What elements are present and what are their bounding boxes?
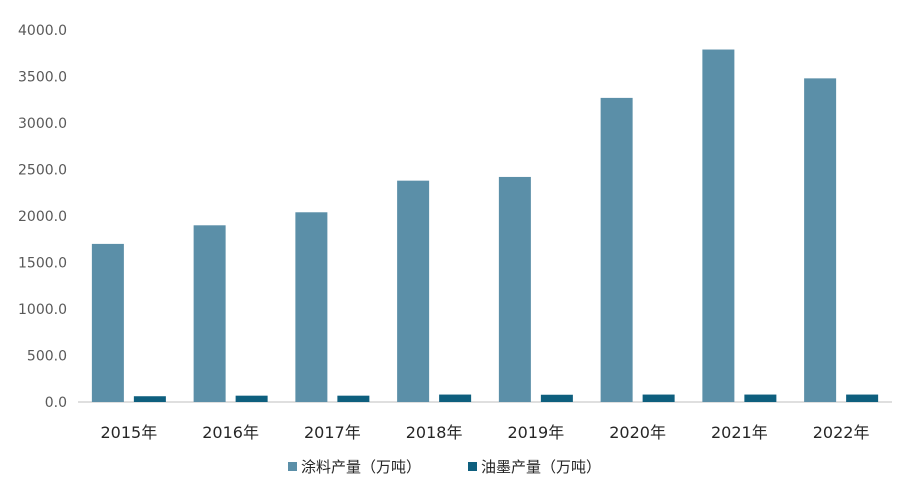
bar-ink-3 bbox=[439, 394, 472, 402]
bar-ink-6 bbox=[744, 394, 777, 402]
x-tick-label: 2022年 bbox=[813, 423, 870, 442]
y-tick-label: 2500.0 bbox=[18, 163, 67, 179]
bar-coating-2 bbox=[295, 212, 328, 402]
y-tick-label: 0.0 bbox=[45, 395, 67, 411]
legend-label-coating: 涂料产量（万吨） bbox=[301, 458, 421, 476]
x-tick-label: 2021年 bbox=[711, 423, 768, 442]
x-tick-label: 2020年 bbox=[609, 423, 666, 442]
bar-ink-1 bbox=[235, 395, 268, 402]
legend: 涂料产量（万吨） 油墨产量（万吨） bbox=[288, 458, 601, 476]
x-tick-label: 2018年 bbox=[406, 423, 463, 442]
bars bbox=[91, 49, 879, 403]
x-axis: 2015年 2016年 2017年 2018年 2019年 2020年 2021年 2022年 bbox=[101, 423, 870, 442]
bar-ink-4 bbox=[540, 394, 573, 402]
bar-coating-0 bbox=[91, 243, 124, 402]
bar-ink-5 bbox=[642, 394, 675, 402]
x-tick-label: 2017年 bbox=[304, 423, 361, 442]
legend-swatch-ink bbox=[468, 462, 477, 471]
y-tick-label: 1500.0 bbox=[18, 256, 67, 272]
legend-label-ink: 油墨产量（万吨） bbox=[481, 458, 601, 476]
y-tick-label: 3000.0 bbox=[18, 116, 67, 132]
bar-coating-6 bbox=[702, 49, 735, 402]
y-axis: 0.0 500.0 1000.0 1500.0 2000.0 2500.0 3000.0 35… bbox=[18, 23, 67, 411]
bar-coating-5 bbox=[600, 97, 633, 402]
bar-ink-2 bbox=[337, 395, 370, 402]
bar-coating-3 bbox=[397, 180, 430, 402]
bar-ink-7 bbox=[846, 394, 879, 402]
y-tick-label: 3500.0 bbox=[18, 70, 67, 86]
bar-coating-7 bbox=[804, 78, 837, 403]
x-tick-label: 2019年 bbox=[508, 423, 565, 442]
y-tick-label: 1000.0 bbox=[18, 302, 67, 318]
y-tick-label: 500.0 bbox=[27, 349, 67, 365]
x-tick-label: 2016年 bbox=[202, 423, 259, 442]
x-tick-label: 2015年 bbox=[101, 423, 158, 442]
bar-coating-1 bbox=[193, 225, 226, 402]
bar-coating-4 bbox=[498, 176, 531, 402]
y-tick-label: 2000.0 bbox=[18, 209, 67, 225]
y-tick-label: 4000.0 bbox=[18, 23, 67, 39]
legend-swatch-coating bbox=[288, 462, 297, 471]
bar-ink-0 bbox=[133, 396, 166, 402]
